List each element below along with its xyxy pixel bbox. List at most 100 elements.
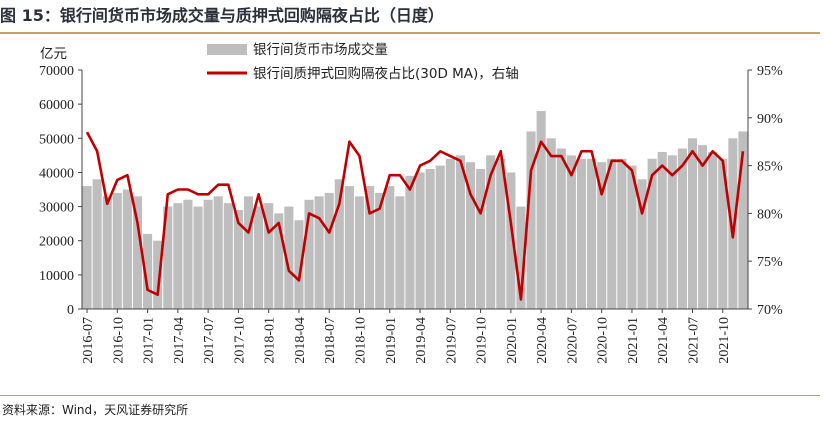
x-tick-label: 2020-07 xyxy=(565,317,580,364)
x-tick-label: 2020-10 xyxy=(596,317,611,364)
footer-divider xyxy=(0,395,820,396)
left-tick-label: 70000 xyxy=(39,64,74,79)
volume-bar xyxy=(314,196,324,309)
x-tick-label: 2020-04 xyxy=(535,317,550,364)
volume-bar xyxy=(163,206,173,309)
right-axis-ticks: 70% 75% 80% 85% 90% 95% xyxy=(748,64,783,318)
volume-bar xyxy=(687,138,698,309)
volume-bar xyxy=(425,169,435,309)
volume-bar xyxy=(627,165,637,309)
volume-bar xyxy=(223,203,233,309)
volume-bar xyxy=(143,233,153,309)
volume-bar xyxy=(486,155,496,309)
volume-bar xyxy=(465,162,476,309)
volume-bar xyxy=(445,158,455,309)
x-tick-label: 2018-07 xyxy=(323,317,338,364)
volume-bar xyxy=(233,209,243,309)
right-tick-label: 70% xyxy=(757,303,783,318)
title-divider xyxy=(0,32,820,34)
volume-bar xyxy=(728,138,738,309)
legend-swatch-bars xyxy=(207,44,247,55)
x-tick-label: 2018-10 xyxy=(354,317,369,364)
x-tick-label: 2019-10 xyxy=(475,317,490,364)
volume-bar xyxy=(455,155,465,309)
x-tick-label: 2017-04 xyxy=(172,317,187,364)
left-tick-label: 50000 xyxy=(39,132,74,147)
volume-bar xyxy=(254,206,264,309)
volume-bar xyxy=(203,199,213,309)
left-tick-label: 40000 xyxy=(39,166,74,181)
volume-bar xyxy=(82,186,92,309)
x-tick-label: 2017-10 xyxy=(232,317,247,364)
volume-bar xyxy=(274,213,284,309)
legend-label-volume: 银行间货币市场成交量 xyxy=(253,41,388,58)
volume-bar xyxy=(243,196,254,309)
x-tick-label: 2021-01 xyxy=(626,317,641,364)
volume-bar xyxy=(213,196,223,309)
volume-bar xyxy=(597,162,607,309)
volume-bar xyxy=(344,186,354,309)
volume-bar xyxy=(365,186,375,309)
volume-bar xyxy=(122,189,132,309)
volume-bar xyxy=(607,158,617,309)
x-tick-label: 2021-10 xyxy=(717,317,732,364)
volume-bar xyxy=(132,196,143,309)
legend: 银行间货币市场成交量 银行间质押式回购隔夜占比(30D MA)，右轴 xyxy=(207,41,519,82)
volume-bar xyxy=(496,158,506,309)
volume-bar xyxy=(112,192,122,309)
volume-bar xyxy=(698,145,708,309)
page-title: 图 15：银行间货币市场成交量与质押式回购隔夜占比（日度） xyxy=(0,6,444,25)
right-tick-label: 95% xyxy=(757,64,783,79)
volume-bar xyxy=(324,192,334,309)
volume-bar xyxy=(667,155,677,309)
volume-bar xyxy=(576,158,587,309)
volume-bar xyxy=(566,155,576,309)
volume-bar xyxy=(102,196,112,309)
volume-bar xyxy=(284,206,294,309)
legend-label-ratio: 银行间质押式回购隔夜占比(30D MA)，右轴 xyxy=(253,66,519,82)
overnight-ratio-line xyxy=(85,131,745,301)
x-tick-label: 2018-04 xyxy=(293,317,308,364)
x-tick-label: 2017-07 xyxy=(202,317,217,364)
left-axis-ticks: 0 10000 20000 30000 40000 50000 60000 70000 xyxy=(39,64,82,318)
volume-bar xyxy=(516,206,526,309)
volume-bar xyxy=(637,179,647,309)
volume-bar xyxy=(718,158,728,309)
x-tick-label: 2016-07 xyxy=(81,317,96,364)
volume-bar xyxy=(193,206,203,309)
volume-bar xyxy=(536,110,546,309)
volume-bar xyxy=(657,151,667,309)
volume-bar xyxy=(476,169,486,309)
axes xyxy=(81,70,749,310)
volume-bar xyxy=(738,131,748,309)
volume-bar xyxy=(708,151,718,309)
x-tick-label: 2021-07 xyxy=(687,317,702,364)
volume-bar xyxy=(526,131,536,309)
right-tick-label: 75% xyxy=(757,255,783,270)
source-note: 资料来源：Wind，天风证券研究所 xyxy=(2,403,189,417)
left-tick-label: 0 xyxy=(67,303,74,318)
volume-bar xyxy=(304,199,314,309)
volume-bar xyxy=(183,199,193,309)
x-tick-label: 2017-01 xyxy=(142,317,157,364)
volume-bar xyxy=(375,192,385,309)
volume-bar xyxy=(294,220,304,309)
volume-bar xyxy=(173,203,183,309)
volume-bar xyxy=(264,203,274,309)
x-tick-label: 2019-04 xyxy=(414,317,429,364)
left-tick-label: 30000 xyxy=(39,201,74,216)
volume-bar xyxy=(677,148,687,309)
volume-bar xyxy=(546,138,556,309)
x-tick-label: 2019-07 xyxy=(444,317,459,364)
left-tick-label: 60000 xyxy=(39,98,74,113)
right-tick-label: 80% xyxy=(757,207,783,222)
volume-bar xyxy=(506,172,516,309)
volume-bar xyxy=(587,158,597,309)
right-tick-label: 85% xyxy=(757,160,783,175)
volume-bar xyxy=(354,196,365,309)
chart-svg: 0 10000 20000 30000 40000 50000 60000 70000 70%… xyxy=(39,41,783,364)
volume-bar xyxy=(556,148,566,309)
volume-bar xyxy=(435,165,445,309)
volume-bar xyxy=(92,179,102,309)
